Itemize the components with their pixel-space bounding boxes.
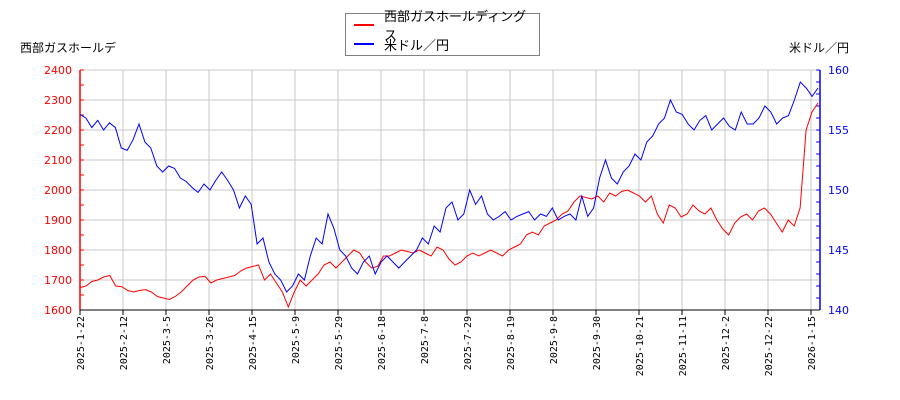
legend-label: 西部ガスホールディングス: [383, 10, 527, 44]
x-tick-label: 2025-5-9: [291, 316, 302, 364]
red-line-swatch-icon: [354, 24, 374, 26]
x-tick-label: 2025-3-26: [205, 316, 216, 370]
x-tick-label: 2025-9-30: [592, 316, 603, 370]
x-axis: 2025-1-22 2025-2-12 2025-3-5 2025-3-26 2025-…: [76, 309, 820, 376]
x-tick-label: 2025-9-8: [549, 316, 560, 364]
x-tick-label: 2025-3-5: [162, 316, 173, 364]
legend-label: 米ドル／円: [384, 38, 450, 54]
legend: 西部ガスホールディングス 米ドル／円: [345, 10, 540, 56]
right-tick-label: 160: [828, 64, 849, 77]
x-tick-label: 2025-7-8: [420, 316, 431, 364]
x-tick-label: 2025-8-19: [506, 316, 517, 370]
left-tick-label: 1900: [44, 214, 72, 227]
x-tick-label: 2025-2-12: [119, 316, 130, 370]
legend-item-seibu-gas: 西部ガスホールディングス: [354, 10, 539, 44]
left-tick-label: 2200: [44, 124, 72, 137]
left-tick-label: 1700: [44, 274, 72, 287]
x-tick-label: 2025-12-22: [764, 316, 775, 376]
x-tick-label: 2025-4-15: [248, 316, 259, 370]
right-y-axis: 140 145 150 155 160: [816, 64, 849, 317]
right-tick-label: 140: [828, 304, 849, 317]
left-tick-label: 2100: [44, 154, 72, 167]
right-tick-label: 155: [828, 124, 849, 137]
series-usdjpy-line: [79, 81, 819, 293]
left-tick-label: 1800: [44, 244, 72, 257]
x-tick-label: 2025-1-22: [76, 316, 87, 370]
x-tick-label: 2025-7-29: [463, 316, 474, 370]
series-seibu-gas-line: [79, 102, 819, 309]
right-tick-label: 145: [828, 244, 849, 257]
left-y-axis: 1600 1700 1800 1900 2000 2100 2200 2300 2400: [44, 64, 84, 317]
left-axis-title: 西部ガスホールデ: [20, 41, 117, 55]
x-tick-label: 2025-12-2: [721, 316, 732, 370]
x-tick-label: 2025-11-11: [678, 316, 689, 376]
left-tick-label: 2000: [44, 184, 72, 197]
right-tick-label: 150: [828, 184, 849, 197]
x-tick-label: 2025-5-29: [334, 316, 345, 370]
right-axis-title: 米ドル／円: [789, 41, 850, 55]
x-tick-label: 2026-1-15: [807, 316, 818, 370]
left-tick-label: 1600: [44, 304, 72, 317]
x-tick-label: 2025-6-18: [377, 316, 388, 370]
x-tick-label: 2025-10-21: [635, 316, 646, 376]
blue-line-swatch-icon: [354, 43, 374, 45]
grid-lines: [80, 69, 820, 310]
left-tick-label: 2300: [44, 94, 72, 107]
legend-item-usdjpy: 米ドル／円: [354, 35, 450, 54]
left-tick-label: 2400: [44, 64, 72, 77]
